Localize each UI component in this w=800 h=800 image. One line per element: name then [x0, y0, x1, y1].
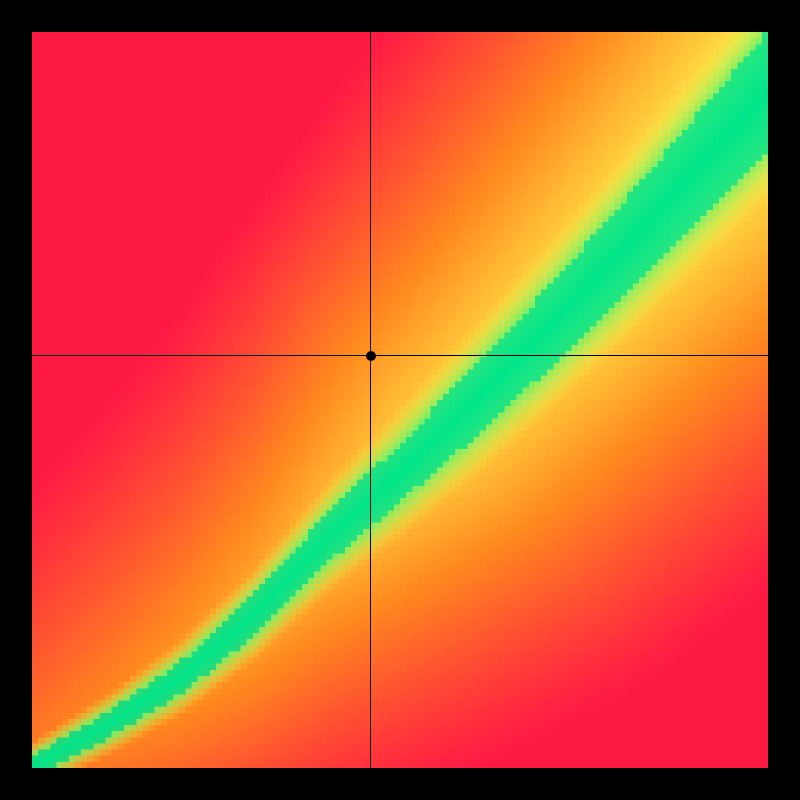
plot-area — [32, 32, 768, 768]
crosshair-horizontal — [32, 355, 768, 356]
heatmap-canvas — [32, 32, 768, 768]
marker-dot — [366, 351, 376, 361]
crosshair-vertical — [370, 32, 371, 768]
